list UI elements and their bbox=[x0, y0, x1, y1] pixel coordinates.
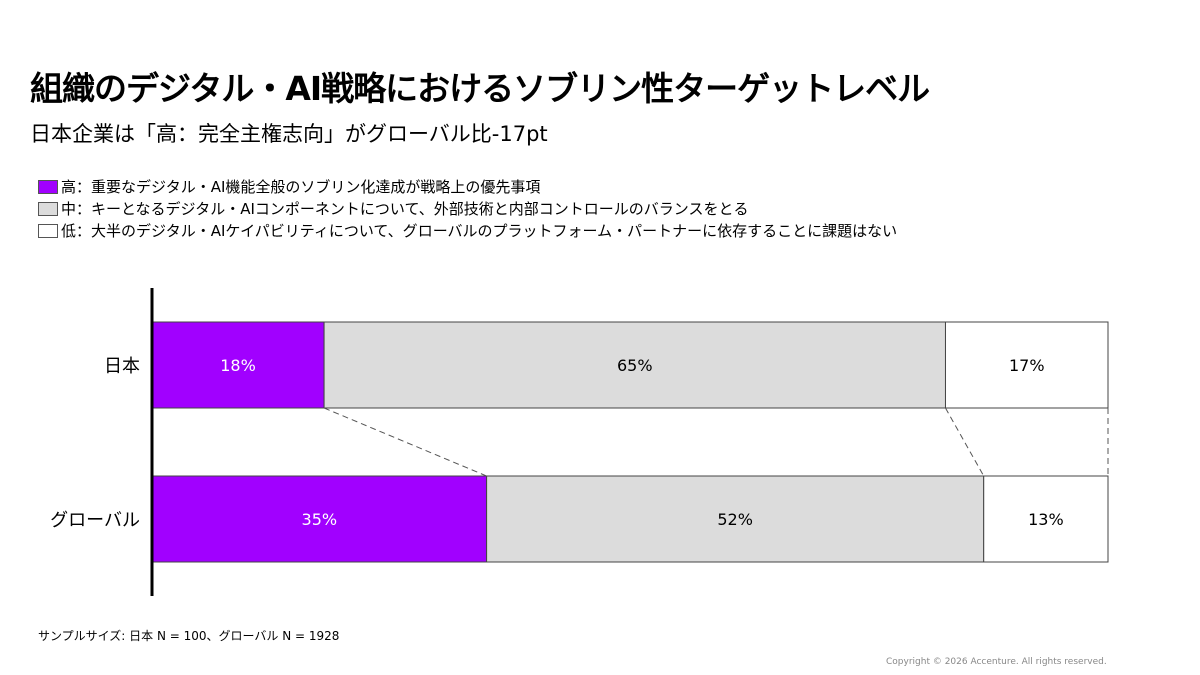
chart-title: 組織のデジタル・AI戦略におけるソブリン性ターゲットレベル bbox=[30, 69, 930, 108]
legend-label: 低：大半のデジタル・AIケイパビリティについて、グローバルのプラットフォーム・パ… bbox=[61, 222, 898, 240]
bar-segment bbox=[944, 321, 1109, 409]
sample-size-note: サンプルサイズ: 日本 N = 100、グローバル N = 1928 bbox=[38, 629, 340, 643]
legend-swatch bbox=[38, 224, 58, 238]
connector-line bbox=[323, 407, 487, 477]
legend-item-high: 高：重要なデジタル・AI機能全般のソブリン化達成が戦略上の優先事項 bbox=[38, 176, 897, 198]
data-label: 17% bbox=[1009, 356, 1045, 375]
data-label: 18% bbox=[220, 356, 256, 375]
legend-swatch bbox=[38, 180, 58, 194]
category-label: 日本 bbox=[104, 356, 140, 377]
data-label: 13% bbox=[1028, 510, 1064, 529]
bar-segment bbox=[151, 475, 488, 563]
bar-segment bbox=[151, 321, 325, 409]
data-label: 35% bbox=[302, 510, 338, 529]
data-label: 65% bbox=[617, 356, 653, 375]
legend-swatch bbox=[38, 202, 58, 216]
bar-segment bbox=[323, 321, 946, 409]
bar-segment bbox=[983, 475, 1109, 563]
connector-line bbox=[945, 407, 985, 477]
category-label: グローバル bbox=[50, 510, 140, 531]
legend-label: 中：キーとなるデジタル・AIコンポーネントについて、外部技術と内部コントロールの… bbox=[61, 200, 749, 218]
copyright: Copyright © 2026 Accenture. All rights r… bbox=[886, 657, 1107, 667]
data-label: 52% bbox=[717, 510, 753, 529]
legend-item-low: 低：大半のデジタル・AIケイパビリティについて、グローバルのプラットフォーム・パ… bbox=[38, 220, 897, 242]
legend: 高：重要なデジタル・AI機能全般のソブリン化達成が戦略上の優先事項 中：キーとな… bbox=[38, 176, 897, 242]
legend-label: 高：重要なデジタル・AI機能全般のソブリン化達成が戦略上の優先事項 bbox=[61, 178, 541, 196]
legend-item-mid: 中：キーとなるデジタル・AIコンポーネントについて、外部技術と内部コントロールの… bbox=[38, 198, 897, 220]
chart-subtitle: 日本企業は「高：完全主権志向」がグローバル比-17pt bbox=[30, 122, 548, 146]
bar-segment bbox=[486, 475, 985, 563]
